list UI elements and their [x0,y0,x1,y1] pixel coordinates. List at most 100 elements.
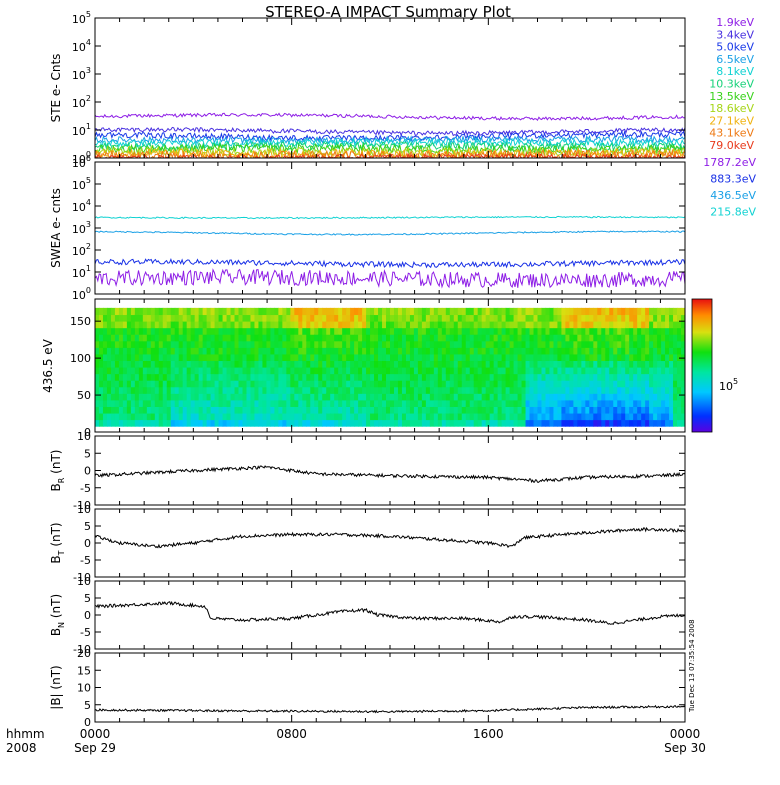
pad-cell [521,307,527,316]
pad-cell [386,386,391,394]
pad-cell [218,327,224,335]
pad-cell [417,373,423,381]
bn-ytick-label: 0 [84,609,91,622]
pad-cell [677,360,682,368]
pad-cell [529,327,535,335]
pad-cell [194,406,200,414]
pad-cell [573,307,578,316]
pad-cell [421,314,427,322]
pad-cell [413,307,419,316]
pad-cell [222,340,228,348]
pad-cell [106,366,112,375]
pad-cell [290,406,295,414]
pad-cell [473,347,479,355]
pad-cell [613,327,618,335]
pad-cell [589,393,594,401]
pad-cell [613,321,618,329]
pad-cell [573,327,578,335]
pad-cell [342,406,347,414]
pad-cell [202,419,208,427]
pad-cell [557,334,563,342]
pad-cell [250,360,256,368]
pad-cell [549,386,555,394]
pad-cell [314,314,319,322]
pad-cell [338,314,343,322]
pad-cell [629,412,634,421]
pad-cell [218,307,224,316]
pad-cell [553,321,559,329]
pad-cell [234,406,240,414]
pad-cell [166,327,172,335]
pad-cell [294,347,299,355]
pad-cell [393,406,399,414]
pad-cell [170,334,176,342]
pad-cell [146,399,152,407]
pad-cell [390,360,395,368]
pad-cell [609,360,614,368]
pad-cell [334,412,339,421]
pad-cell [541,373,547,381]
pad-cell [513,314,519,322]
pad-cell [413,412,419,421]
pad-cell [290,373,295,381]
pad-cell [114,380,120,388]
pad-cell [314,334,319,342]
pad-cell [146,327,152,335]
pad-cell [425,321,431,329]
pad-cell [529,406,535,414]
pad-cell [485,366,491,375]
pad-cell [681,412,685,421]
pad-cell [382,321,387,329]
pad-cell [669,321,674,329]
pad-cell [633,334,638,342]
pad-cell [138,373,144,381]
pad-cell [366,327,371,335]
pad-cell [477,380,483,388]
pad-cell [290,380,295,388]
pad-cell [174,419,180,427]
pad-cell [186,347,192,355]
pad-cell [158,412,164,421]
pad-cell [258,380,264,388]
pad-cell [677,412,682,421]
pad-cell [266,347,272,355]
pad-cell [617,307,622,316]
pad-cell [453,327,459,335]
pad-cell [489,412,495,421]
pad-cell [354,366,359,375]
pad-cell [625,307,630,316]
pad-cell [95,353,100,362]
pad-cell [537,393,543,401]
pad-cell [274,327,279,335]
pad-cell [601,386,606,394]
pad-cell [226,386,232,394]
pad-cell [242,307,248,316]
pad-cell [669,380,674,388]
pad-cell [318,314,323,322]
pad-cell [134,347,140,355]
pad-cell [629,393,634,401]
pad-cell [493,340,499,348]
pad-cell [393,360,399,368]
pad-cell [641,380,646,388]
pad-cell [581,360,586,368]
pad-cell [290,386,295,394]
pad-cell [549,314,555,322]
pad-cell [114,412,120,421]
pad-cell [238,393,244,401]
pad-cell [565,393,570,401]
pad-cell [318,353,323,362]
pad-cell [158,366,164,375]
pad-cell [529,412,535,421]
pad-cell [545,399,551,407]
pad-cell [170,327,176,335]
pad-cell [429,380,435,388]
pad-cell [585,321,590,329]
pad-cell [505,307,511,316]
pad-cell [501,412,507,421]
pad-cell [441,321,447,329]
pad-cell [461,360,467,368]
pad-cell [477,393,483,401]
pad-cell [306,334,311,342]
pad-cell [102,386,108,394]
